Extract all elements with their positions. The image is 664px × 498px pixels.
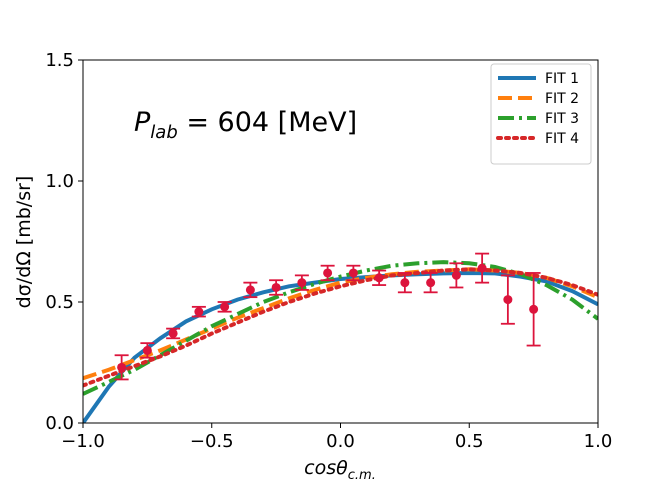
data-point	[451, 270, 461, 280]
data-point	[529, 304, 539, 314]
data-point	[117, 362, 127, 372]
data-point	[426, 278, 436, 288]
annotation-value: = 604 [MeV]	[178, 107, 357, 138]
data-point	[323, 268, 333, 278]
legend-label-fit-2: FIT 2	[545, 91, 579, 107]
y-tick-label: 1.5	[45, 50, 74, 71]
data-point	[220, 302, 230, 312]
series-line-fit-4	[83, 267, 598, 388]
legend-label-fit-3: FIT 3	[545, 111, 579, 127]
x-tick-label: −0.5	[190, 431, 234, 452]
y-tick-label: 0.5	[45, 292, 74, 313]
energy-annotation: Plab = 604 [MeV]	[134, 107, 357, 143]
y-axis-title: dσ/dΩ [mb/sr]	[13, 176, 35, 309]
annotation-subscript: lab	[150, 122, 177, 143]
data-point	[348, 268, 358, 278]
legend: FIT 1 FIT 2 FIT 3 FIT 4	[490, 63, 592, 165]
data-point	[503, 295, 513, 305]
data-point	[271, 282, 281, 292]
x-tick-label: 0.0	[326, 431, 355, 452]
data-point	[374, 273, 384, 283]
x-axis-title-main: cosθ	[304, 457, 348, 479]
y-tick-label: 1.0	[45, 171, 74, 192]
annotation-symbol: P	[134, 107, 151, 138]
legend-label-fit-4: FIT 4	[545, 131, 579, 147]
x-tick-label: 0.5	[455, 431, 484, 452]
data-point	[297, 278, 307, 288]
data-point	[194, 307, 204, 317]
data-point	[142, 345, 152, 355]
legend-label-fit-1: FIT 1	[545, 71, 579, 87]
x-tick-label: 1.0	[584, 431, 613, 452]
x-axis-title-sub: c.m.	[348, 468, 376, 483]
data-point	[477, 263, 487, 273]
data-point	[168, 328, 178, 338]
data-point	[400, 278, 410, 288]
x-tick-label: −1.0	[61, 431, 105, 452]
x-axis-title: cosθc.m.	[304, 457, 376, 483]
data-point	[245, 285, 255, 295]
y-tick-label: 0.0	[45, 413, 74, 434]
